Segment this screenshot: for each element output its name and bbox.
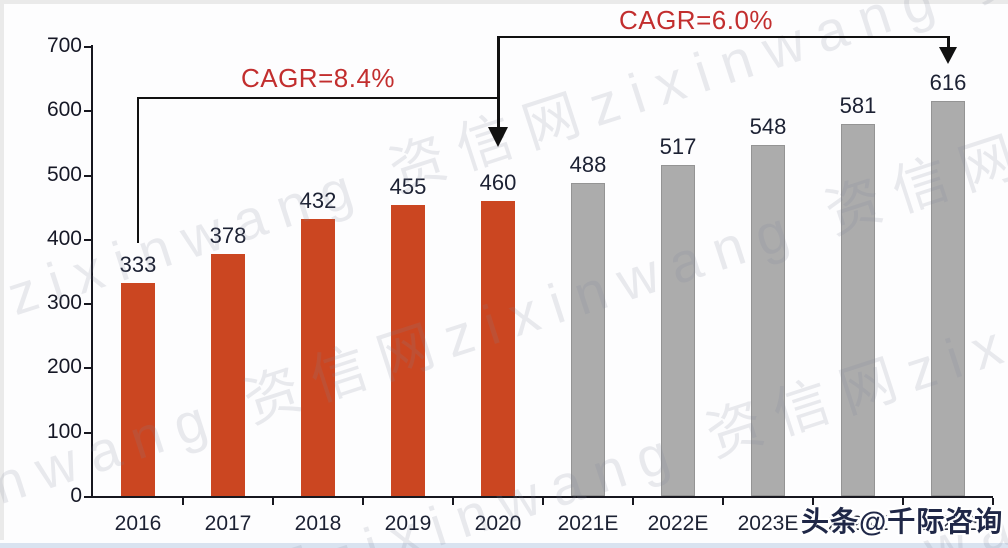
x-tick-label: 2023E	[737, 512, 799, 535]
x-tick	[452, 498, 454, 505]
bar-value-label: 432	[299, 188, 337, 214]
bar-2021E	[571, 183, 605, 496]
y-tick-label: 200	[46, 355, 82, 379]
y-tick	[84, 238, 93, 241]
bar-2018	[301, 219, 335, 496]
y-tick	[84, 174, 93, 177]
x-tick	[632, 498, 634, 505]
bar-value-label: 616	[929, 70, 967, 95]
left-edge-strip	[0, 0, 4, 540]
bar-2017	[211, 254, 245, 496]
cagr-label-2020-2025: CAGR=6.0%	[618, 5, 774, 35]
y-axis	[91, 45, 93, 498]
down-arrow-icon	[939, 47, 957, 64]
bar-value-label: 378	[209, 223, 247, 248]
bar-value-label: 455	[389, 173, 427, 199]
x-axis	[91, 496, 993, 498]
bar-value-label: 333	[119, 251, 157, 277]
x-tick	[182, 498, 184, 505]
y-tick-label: 500	[46, 162, 82, 186]
x-tick	[812, 498, 814, 505]
x-tick	[902, 498, 904, 505]
cagr1-horizontal-line	[137, 97, 499, 99]
x-tick-label: 2019	[384, 512, 432, 535]
y-tick	[84, 110, 93, 113]
y-tick	[84, 303, 93, 306]
x-tick-label: 2016	[114, 512, 162, 535]
x-tick-label: 2022E	[647, 512, 709, 535]
y-tick-label: 400	[46, 226, 82, 250]
y-tick-label: 700	[46, 34, 82, 57]
bar-2020	[481, 201, 515, 496]
y-tick	[84, 496, 93, 498]
brand-watermark: 头条@千际咨询	[801, 506, 1004, 537]
y-tick	[84, 367, 93, 370]
top-edge-strip	[0, 0, 1008, 4]
bar-value-label: 581	[839, 92, 877, 118]
bar-2022E	[661, 164, 695, 496]
x-tick-label: 2018	[294, 512, 342, 535]
x-tick	[722, 498, 724, 505]
bar-value-label: 517	[659, 133, 697, 159]
x-tick-label: 2025E	[917, 512, 979, 535]
bar-2024E	[841, 123, 875, 496]
bar-2016	[121, 282, 155, 496]
y-tick	[84, 431, 93, 434]
y-tick-label: 600	[46, 98, 82, 122]
x-tick	[272, 498, 274, 505]
x-tick	[992, 498, 994, 505]
bar-2019	[391, 204, 425, 496]
x-tick-label: 2020	[474, 512, 522, 535]
y-tick-label: 0	[70, 484, 82, 507]
x-tick	[542, 498, 544, 505]
x-tick-label: 2017	[204, 512, 252, 535]
bar-value-label: 548	[749, 113, 787, 139]
bar-value-label: 488	[569, 152, 607, 178]
cagr-label-2016-2020: CAGR=8.4%	[240, 63, 396, 93]
bar-2023E	[751, 144, 785, 496]
down-arrow-icon	[488, 127, 508, 147]
y-tick-label: 100	[46, 419, 82, 443]
x-tick-label: 2021E	[557, 512, 619, 535]
cagr2-horizontal-line	[496, 36, 950, 38]
cagr-arrow-stem-2025	[946, 36, 950, 47]
bar-2025E	[931, 101, 965, 496]
x-tick	[362, 498, 364, 505]
bottom-edge-strip	[0, 543, 1008, 548]
y-tick	[84, 46, 93, 48]
bar-value-label: 460	[479, 170, 517, 196]
y-tick-label: 300	[46, 291, 82, 315]
cagr-arrow-stem-2020	[496, 36, 500, 127]
x-tick-label: 2024E	[827, 512, 889, 535]
cagr1-left-riser	[137, 97, 139, 243]
